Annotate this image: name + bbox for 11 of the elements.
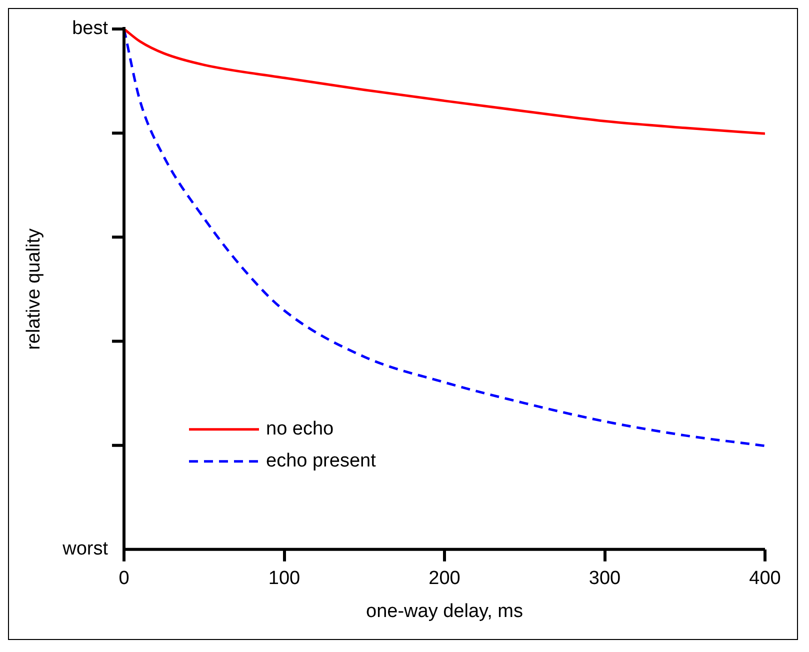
text: worst: [62, 538, 109, 560]
x-tick-label: 100: [268, 568, 300, 590]
x-axis-title: one-way delay, ms: [366, 600, 523, 622]
x-tick-label: 200: [428, 568, 460, 590]
text: best: [72, 18, 109, 40]
x-tick-label: 300: [588, 568, 621, 590]
y-axis-title: relative quality: [24, 228, 45, 350]
legend-label: no echo: [266, 418, 334, 440]
x-tick-label: 400: [749, 568, 781, 590]
legend-label: echo present: [266, 450, 377, 472]
x-tick-label: 0: [118, 568, 130, 590]
